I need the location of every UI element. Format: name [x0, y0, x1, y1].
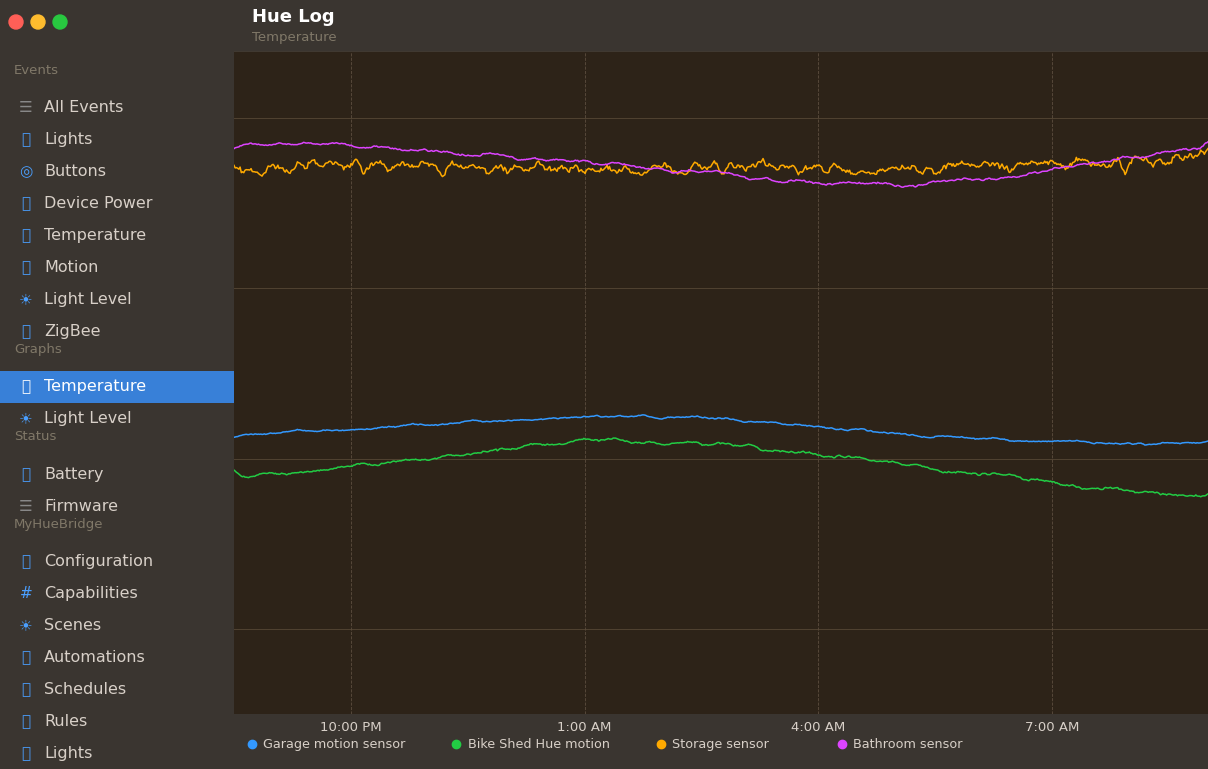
Circle shape: [53, 15, 66, 29]
Text: Firmware: Firmware: [43, 499, 118, 514]
Text: Garage motion sensor: Garage motion sensor: [263, 737, 406, 751]
Text: Temperature: Temperature: [43, 379, 146, 394]
Text: ◎: ◎: [19, 164, 33, 179]
Text: Scenes: Scenes: [43, 618, 101, 633]
Text: Graphs: Graphs: [14, 343, 62, 356]
Text: MyHueBridge: MyHueBridge: [14, 518, 104, 531]
Text: 📄: 📄: [22, 714, 30, 729]
Bar: [0, 371, 234, 403]
Text: Light Level: Light Level: [43, 292, 132, 307]
Text: All Events: All Events: [43, 100, 123, 115]
Text: Schedules: Schedules: [43, 682, 126, 697]
Text: Temperature: Temperature: [251, 31, 336, 44]
Text: ⓐ: ⓐ: [22, 650, 30, 665]
Text: ZigBee: ZigBee: [43, 324, 100, 339]
Text: Automations: Automations: [43, 650, 146, 665]
Text: ☰: ☰: [19, 100, 33, 115]
Circle shape: [31, 15, 45, 29]
Text: 🔋: 🔋: [22, 196, 30, 211]
Text: ☰: ☰: [19, 499, 33, 514]
Text: Status: Status: [14, 431, 57, 443]
Text: Hue Log: Hue Log: [251, 8, 335, 25]
Text: 🌡: 🌡: [22, 379, 30, 394]
Text: Motion: Motion: [43, 260, 98, 275]
Text: Rules: Rules: [43, 714, 87, 729]
Text: Lights: Lights: [43, 132, 92, 147]
Text: ⓘ: ⓘ: [22, 554, 30, 569]
Text: Device Power: Device Power: [43, 196, 152, 211]
Text: ☀: ☀: [19, 618, 33, 633]
Text: Buttons: Buttons: [43, 164, 106, 179]
Text: ⓪: ⓪: [22, 324, 30, 339]
Text: ⏰: ⏰: [22, 682, 30, 697]
Text: Events: Events: [14, 64, 59, 76]
Text: 💡: 💡: [22, 132, 30, 147]
Text: 🏃: 🏃: [22, 260, 30, 275]
Text: #: #: [19, 586, 33, 601]
Circle shape: [8, 15, 23, 29]
Text: 💡: 💡: [22, 746, 30, 761]
Text: Bathroom sensor: Bathroom sensor: [854, 737, 963, 751]
Text: ☀: ☀: [19, 411, 33, 426]
Text: Configuration: Configuration: [43, 554, 153, 569]
Text: 🔋: 🔋: [22, 467, 30, 481]
Text: Temperature: Temperature: [43, 228, 146, 243]
Text: Bike Shed Hue motion: Bike Shed Hue motion: [467, 737, 610, 751]
Text: Capabilities: Capabilities: [43, 586, 138, 601]
Text: Light Level: Light Level: [43, 411, 132, 426]
Text: Battery: Battery: [43, 467, 104, 481]
Text: ☀: ☀: [19, 292, 33, 307]
Text: 🌡: 🌡: [22, 228, 30, 243]
Text: Lights: Lights: [43, 746, 92, 761]
Text: Storage sensor: Storage sensor: [673, 737, 769, 751]
